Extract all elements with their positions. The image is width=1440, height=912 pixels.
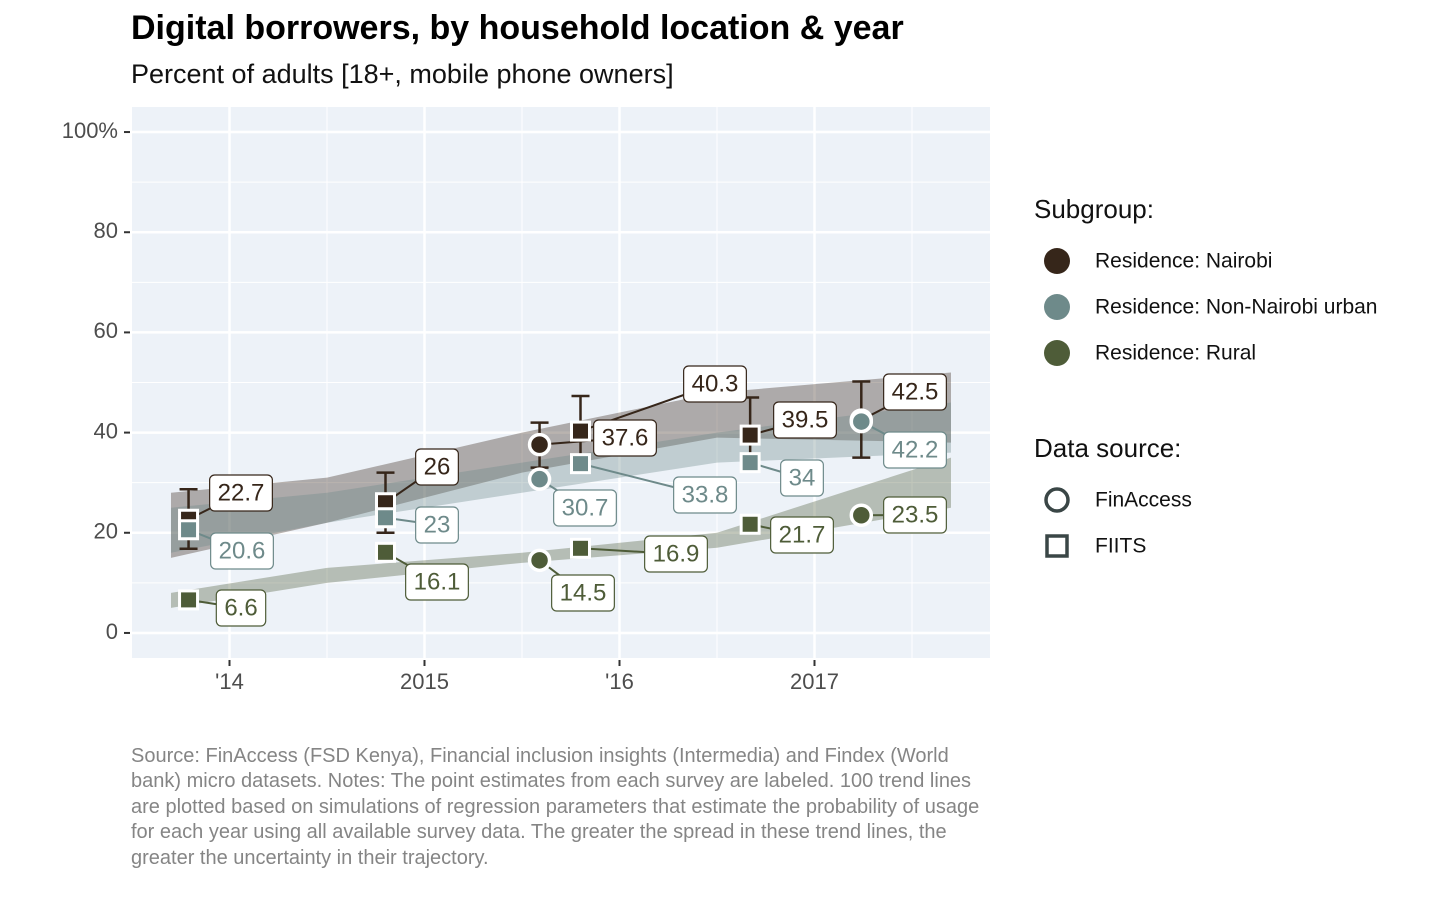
data-label: 16.1 <box>405 563 469 601</box>
point <box>375 541 396 563</box>
data-label: 26 <box>415 448 459 486</box>
data-label-box <box>883 431 947 469</box>
x-tick-label: '14 <box>215 669 244 694</box>
data-label-box <box>683 365 747 403</box>
point <box>570 420 591 442</box>
point <box>739 424 761 446</box>
data-label: 33.8 <box>673 476 737 514</box>
data-label-text: 34 <box>789 464 816 491</box>
data-label-box <box>644 535 708 573</box>
point <box>527 548 552 573</box>
x-tick-label: '16 <box>605 669 634 694</box>
x-tick-label: 2015 <box>400 669 449 694</box>
data-label-text: 26 <box>424 453 451 480</box>
legend-label: Residence: Rural <box>1095 342 1256 365</box>
legend-marker <box>1044 294 1070 320</box>
legend-label: FinAccess <box>1095 489 1192 512</box>
point <box>178 519 200 541</box>
data-label-box <box>405 563 469 601</box>
data-label-text: 16.1 <box>414 568 461 595</box>
data-label: 30.7 <box>553 489 617 527</box>
chart: Digital borrowers, by household location… <box>62 9 1378 694</box>
data-label-box <box>415 448 459 486</box>
point <box>570 453 591 475</box>
data-label-box <box>773 401 837 439</box>
data-label-box <box>883 496 947 534</box>
data-label-text: 16.9 <box>653 540 700 567</box>
y-tick-label: 100% <box>62 118 118 143</box>
data-label-box <box>780 459 824 497</box>
data-label-text: 20.6 <box>219 537 266 564</box>
caption: Source: FinAccess (FSD Kenya), Financial… <box>131 745 980 869</box>
legend-marker <box>1044 340 1070 366</box>
legend-label: Residence: Nairobi <box>1095 250 1272 273</box>
data-label: 39.5 <box>773 401 837 439</box>
point <box>739 513 761 535</box>
data-label: 42.2 <box>883 431 947 469</box>
x-tick-label: 2017 <box>790 669 839 694</box>
legend-title: Data source: <box>1034 433 1181 463</box>
data-label: 37.6 <box>593 419 657 457</box>
data-label-text: 14.5 <box>560 579 607 606</box>
chart-subtitle: Percent of adults [18+, mobile phone own… <box>131 59 674 89</box>
legend-label: Residence: Non-Nairobi urban <box>1095 296 1378 319</box>
data-label-box <box>415 506 459 544</box>
data-label-text: 23.5 <box>892 501 939 528</box>
data-label: 23.5 <box>883 496 947 534</box>
data-label-text: 42.5 <box>892 378 939 405</box>
trend-band <box>171 372 951 558</box>
data-label-box <box>553 489 617 527</box>
data-label: 40.3 <box>683 365 747 403</box>
y-tick-label: 40 <box>94 418 118 443</box>
point <box>375 507 396 529</box>
chart-title: Digital borrowers, by household location… <box>131 9 904 47</box>
data-label: 22.7 <box>209 474 273 512</box>
y-tick-label: 80 <box>94 218 118 243</box>
data-label-box <box>210 532 274 570</box>
legend-marker <box>1044 487 1070 513</box>
data-label-text: 39.5 <box>782 406 829 433</box>
point <box>178 589 200 611</box>
trend-band <box>171 457 951 608</box>
data-label: 34 <box>780 459 824 497</box>
y-tick-label: 60 <box>94 318 118 343</box>
legend-label: FIITS <box>1095 535 1146 558</box>
data-label-text: 22.7 <box>218 479 265 506</box>
point <box>527 432 552 457</box>
point <box>849 409 874 434</box>
legend-marker <box>1045 534 1069 558</box>
data-label: 42.5 <box>883 373 947 411</box>
point <box>527 467 552 491</box>
data-label-text: 33.8 <box>682 481 729 508</box>
data-label: 16.9 <box>644 535 708 573</box>
data-label-text: 23 <box>424 511 451 538</box>
data-label: 21.7 <box>770 516 834 554</box>
point <box>739 452 761 474</box>
data-label-box <box>551 574 615 612</box>
data-label-text: 21.7 <box>779 521 826 548</box>
legend-title: Subgroup: <box>1034 194 1154 224</box>
data-label-box <box>883 373 947 411</box>
data-label-text: 42.2 <box>892 436 939 463</box>
data-label-box <box>770 516 834 554</box>
data-label: 20.6 <box>210 532 274 570</box>
legend-marker <box>1044 248 1070 274</box>
data-label-text: 37.6 <box>602 424 649 451</box>
point <box>849 503 874 527</box>
data-label-box <box>593 419 657 457</box>
data-label-box <box>215 589 267 627</box>
data-label: 23 <box>415 506 459 544</box>
data-label-box <box>673 476 737 514</box>
data-label: 14.5 <box>551 574 615 612</box>
data-label: 6.6 <box>215 589 267 627</box>
y-tick-label: 20 <box>94 519 118 544</box>
data-label-text: 6.6 <box>224 594 257 621</box>
y-tick-label: 0 <box>106 619 118 644</box>
data-label-text: 30.7 <box>562 494 609 521</box>
data-label-box <box>209 474 273 512</box>
data-label-text: 40.3 <box>692 370 739 397</box>
point <box>570 537 591 559</box>
